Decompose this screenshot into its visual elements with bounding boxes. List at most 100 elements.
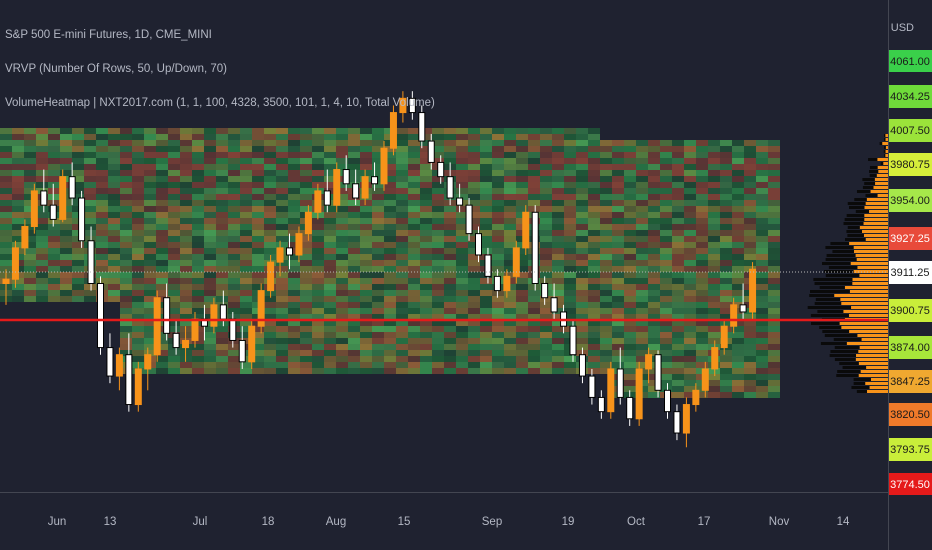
price-scale[interactable]: 4061.004034.254007.503980.753954.003927.…	[889, 50, 932, 495]
candle-body[interactable]	[692, 389, 700, 406]
candle-body[interactable]	[569, 325, 577, 356]
candle-body[interactable]	[276, 247, 284, 263]
candle-body[interactable]	[238, 339, 246, 363]
candle-body[interactable]	[739, 304, 747, 313]
candle-body[interactable]	[78, 197, 86, 242]
heatmap-cell	[672, 350, 684, 356]
candle-body[interactable]	[456, 197, 464, 206]
candle-body[interactable]	[626, 396, 634, 420]
candle-body[interactable]	[352, 183, 360, 199]
candle-body[interactable]	[257, 290, 265, 327]
candle-body[interactable]	[418, 112, 426, 142]
time-axis-bar[interactable]	[0, 492, 888, 550]
vrvp-indicator-legend[interactable]: VRVP (Number Of Rows, 50, Up/Down, 70)	[5, 63, 227, 75]
candle-body[interactable]	[134, 368, 142, 406]
heatmap-cell	[396, 296, 408, 302]
candle-body[interactable]	[578, 354, 586, 377]
candle-body[interactable]	[40, 190, 48, 206]
heatmap-cell	[444, 332, 456, 338]
candle-body[interactable]	[342, 169, 350, 185]
heatmap-cell	[480, 158, 492, 164]
candle-body[interactable]	[711, 347, 719, 370]
candle-body[interactable]	[701, 368, 709, 391]
candle-body[interactable]	[597, 396, 605, 413]
candle-body[interactable]	[49, 204, 57, 220]
candle-body[interactable]	[380, 147, 388, 185]
candle-body[interactable]	[304, 211, 312, 235]
candle-body[interactable]	[219, 304, 227, 320]
heatmap-cell	[624, 146, 636, 152]
candle-body[interactable]	[11, 247, 19, 280]
candle-body[interactable]	[163, 297, 171, 334]
candle-body[interactable]	[493, 275, 501, 292]
candle-body[interactable]	[371, 176, 379, 185]
candle-body[interactable]	[323, 190, 331, 206]
candle-body[interactable]	[30, 190, 38, 228]
candle-body[interactable]	[97, 282, 104, 349]
candle-body[interactable]	[115, 354, 123, 377]
candle-body[interactable]	[399, 97, 407, 114]
symbol-legend[interactable]: S&P 500 E-mini Futures, 1D, CME_MINI	[5, 29, 212, 41]
heatmap-cell	[204, 290, 216, 296]
candle-body[interactable]	[59, 176, 67, 220]
candle-body[interactable]	[522, 211, 530, 249]
candle-body[interactable]	[730, 304, 738, 327]
candle-body[interactable]	[588, 375, 596, 398]
candle-body[interactable]	[531, 211, 539, 284]
candle-body[interactable]	[21, 226, 29, 249]
candle-body[interactable]	[635, 368, 643, 420]
candle-body[interactable]	[465, 204, 473, 235]
heatmap-cell	[264, 242, 276, 248]
candle-body[interactable]	[408, 97, 416, 114]
candle-body[interactable]	[389, 112, 397, 149]
candle-body[interactable]	[645, 354, 653, 370]
candle-body[interactable]	[172, 332, 180, 349]
candle-body[interactable]	[437, 161, 445, 178]
candle-body[interactable]	[682, 404, 690, 434]
candle-body[interactable]	[248, 325, 256, 363]
heatmap-cell	[432, 284, 444, 290]
candle-body[interactable]	[446, 176, 454, 199]
time-axis[interactable]: Jun 13 Jul 18 Aug 15 Sep 19 Oct 17 Nov 14	[48, 516, 850, 528]
candle-body[interactable]	[2, 278, 10, 284]
candle-body[interactable]	[503, 275, 511, 292]
candle-body[interactable]	[720, 325, 728, 349]
candle-body[interactable]	[654, 354, 662, 391]
candle-body[interactable]	[550, 297, 558, 313]
candle-body[interactable]	[267, 261, 275, 292]
candle-body[interactable]	[87, 240, 95, 284]
candle-body[interactable]	[607, 368, 615, 413]
heatmap-cell	[624, 230, 636, 236]
candle-body[interactable]	[182, 339, 190, 349]
heatmap-cell	[204, 182, 216, 188]
candle-body[interactable]	[144, 354, 152, 370]
candle-body[interactable]	[541, 282, 549, 299]
candle-body[interactable]	[295, 233, 303, 256]
candle-body[interactable]	[475, 233, 482, 256]
candle-body[interactable]	[673, 411, 681, 434]
heatmap-cell	[216, 260, 228, 266]
candle-body[interactable]	[616, 368, 624, 398]
candle-body[interactable]	[153, 297, 161, 356]
candle-body[interactable]	[749, 268, 757, 313]
candle-body[interactable]	[664, 389, 671, 413]
volume-heatmap-indicator-legend[interactable]: VolumeHeatmap | NXT2017.com (1, 1, 100, …	[5, 97, 435, 109]
candle-body[interactable]	[314, 190, 322, 213]
heatmap-cell	[528, 200, 540, 206]
candle-body[interactable]	[512, 247, 520, 277]
candle-body[interactable]	[361, 176, 369, 199]
candle-body[interactable]	[484, 254, 492, 277]
heatmap-cell	[624, 326, 636, 332]
candle-body[interactable]	[333, 169, 341, 206]
candle-body[interactable]	[229, 318, 237, 341]
heatmap-cell	[372, 200, 384, 206]
heatmap-cell	[336, 284, 348, 290]
candle-body[interactable]	[191, 318, 199, 341]
candle-body[interactable]	[427, 140, 435, 163]
candle-body[interactable]	[106, 347, 114, 377]
candle-body[interactable]	[210, 304, 218, 327]
candle-body[interactable]	[286, 247, 293, 256]
candle-body[interactable]	[125, 354, 133, 406]
candle-body[interactable]	[68, 176, 76, 199]
